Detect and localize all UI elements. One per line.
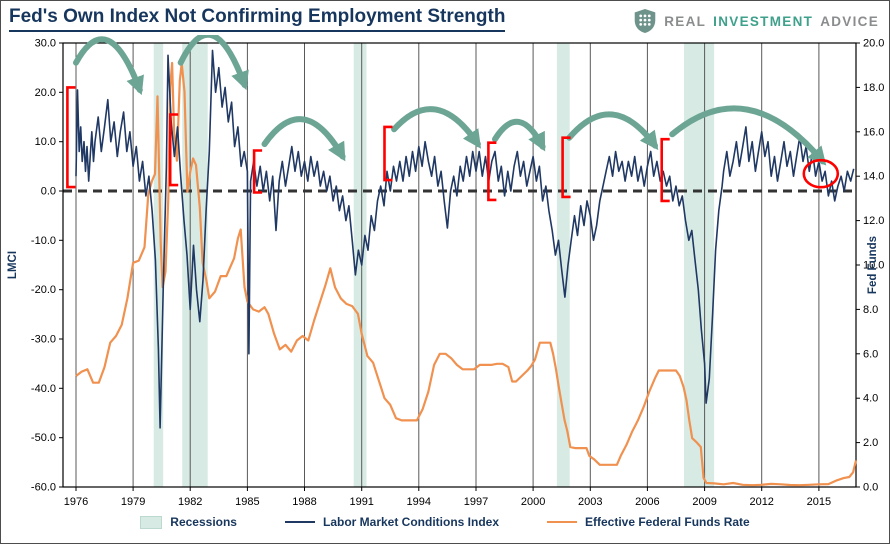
x-tick-label: 1997 xyxy=(464,496,488,507)
recession-band xyxy=(153,43,164,487)
trend-arrow xyxy=(566,111,659,151)
logo-word-real: REAL xyxy=(664,13,707,29)
y-right-tick-label: 2.0 xyxy=(863,437,878,449)
recession-band xyxy=(556,43,570,487)
y-left-tick-label: 30.0 xyxy=(35,38,56,50)
y-right-tick-label: 20.0 xyxy=(863,38,884,50)
red-bracket xyxy=(660,137,670,203)
y-right-tick-label: 18.0 xyxy=(863,82,884,94)
y-right-tick-label: 8.0 xyxy=(863,304,878,316)
brand-logo: REAL INVESTMENT ADVICE xyxy=(633,7,879,34)
y-left-tick-label: 10.0 xyxy=(35,136,56,148)
y-right-tick-label: 12.0 xyxy=(863,215,884,227)
x-tick-label: 1985 xyxy=(235,496,259,507)
logo-word-advice: ADVICE xyxy=(820,13,879,29)
recession-swatch xyxy=(140,515,163,529)
x-tick-label: 2015 xyxy=(807,496,831,507)
y-left-tick-label: -60.0 xyxy=(31,482,56,494)
legend-item-recessions: Recessions xyxy=(140,515,237,529)
x-tick-label: 1976 xyxy=(64,496,88,507)
plot-border xyxy=(62,42,857,488)
y-right-tick-label: 10.0 xyxy=(863,260,884,272)
y-right-axis-title: Fed Funds xyxy=(867,236,879,294)
red-bracket xyxy=(66,86,76,189)
x-tick-label: 2000 xyxy=(521,496,545,507)
chart-area: 1976 1979 1982 1985 1988 1991 1994 1997 2000 2003… xyxy=(1,31,889,508)
lmci-line xyxy=(75,49,855,429)
y-left-tick-label: -50.0 xyxy=(31,432,56,444)
fed-funds-line-swatch xyxy=(547,521,577,523)
recession-band xyxy=(353,43,367,487)
y-right-tick-label: 0.0 xyxy=(863,482,878,494)
x-tick-label: 1979 xyxy=(121,496,145,507)
x-tick-label: 1988 xyxy=(292,496,316,507)
header: Fed's Own Index Not Confirming Employmen… xyxy=(1,1,889,35)
x-tick-label: 2012 xyxy=(749,496,773,507)
legend-label-fed-funds: Effective Federal Funds Rate xyxy=(585,515,750,529)
y-left-tick-label: -10.0 xyxy=(31,235,56,247)
red-bracket xyxy=(561,136,571,199)
x-tick-label: 1994 xyxy=(407,496,431,507)
lmci-line-swatch xyxy=(284,521,315,523)
trend-arrow xyxy=(261,116,346,162)
legend: Recessions Labor Market Conditions Index… xyxy=(1,507,889,537)
y-left-tick-label: 20.0 xyxy=(35,87,56,99)
x-tick-label: 2009 xyxy=(692,496,716,507)
trend-arrow xyxy=(492,118,546,152)
y-left-tick-label: -30.0 xyxy=(31,334,56,346)
y-right-tick-label: 14.0 xyxy=(863,171,884,183)
fed-funds-line xyxy=(75,61,858,487)
y-left-axis-title: LMCI xyxy=(7,251,19,279)
trend-arrow xyxy=(669,105,827,166)
y-left-tick-label: 0.0 xyxy=(41,186,56,198)
highlight-circle xyxy=(802,158,840,189)
y-right-tick-label: 6.0 xyxy=(863,348,878,360)
legend-item-lmci: Labor Market Conditions Index xyxy=(284,515,499,529)
red-bracket xyxy=(383,125,393,182)
trend-arrow xyxy=(177,31,249,91)
legend-item-fed-funds: Effective Federal Funds Rate xyxy=(547,515,750,529)
trend-arrow xyxy=(73,36,144,96)
red-bracket xyxy=(487,141,497,202)
red-bracket xyxy=(252,149,263,194)
x-tick-label: 2006 xyxy=(635,496,659,507)
red-bracket xyxy=(168,113,179,187)
legend-label-recessions: Recessions xyxy=(170,515,237,529)
logo-word-investment: INVESTMENT xyxy=(713,13,814,29)
y-right-tick-label: 16.0 xyxy=(863,126,884,138)
y-left-tick-label: -40.0 xyxy=(31,383,56,395)
x-tick-label: 1982 xyxy=(178,496,202,507)
x-tick-label: 2003 xyxy=(578,496,602,507)
legend-label-lmci: Labor Market Conditions Index xyxy=(322,515,499,529)
shield-icon xyxy=(634,9,656,33)
y-right-tick-label: 4.0 xyxy=(863,393,878,405)
page-title: Fed's Own Index Not Confirming Employmen… xyxy=(9,7,506,32)
trend-arrow xyxy=(391,106,482,149)
chart-svg: 1976 1979 1982 1985 1988 1991 1994 1997 2000 2003… xyxy=(7,31,884,508)
x-tick-label: 1991 xyxy=(349,496,373,507)
y-left-tick-label: -20.0 xyxy=(31,284,56,296)
